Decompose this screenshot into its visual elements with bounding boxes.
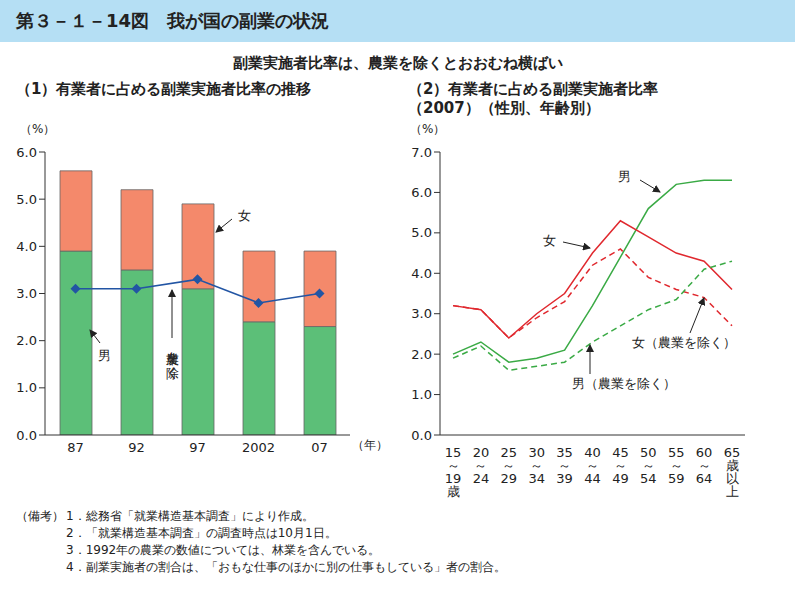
svg-text:4.0: 4.0	[16, 239, 37, 254]
svg-text:0.0: 0.0	[16, 428, 37, 443]
svg-text:87: 87	[67, 440, 84, 455]
svg-text:0.0: 0.0	[411, 428, 432, 443]
html-text:（備考） 1．総務省「就業構造基本調査」により作成。: （備考） 1．総務省「就業構造基本調査」により作成。	[16, 509, 314, 523]
svg-text:15～19歳: 15～19歳	[445, 445, 462, 499]
svg-text:97: 97	[189, 440, 206, 455]
svg-text:5.0: 5.0	[16, 192, 37, 207]
html-text:女: 女	[238, 208, 251, 223]
html-text:（1）有業者に占める副業実施者比率の推移: （1）有業者に占める副業実施者比率の推移	[16, 80, 312, 98]
svg-text:6.0: 6.0	[411, 185, 432, 200]
svg-text:45～49: 45～49	[612, 445, 629, 486]
svg-text:5.0: 5.0	[411, 225, 432, 240]
html-text:男（農業を除く）: 男（農業を除く）	[572, 376, 676, 391]
svg-text:3.0: 3.0	[411, 306, 432, 321]
svg-text:3.0: 3.0	[16, 286, 37, 301]
html-text:（年）: （年）	[352, 438, 388, 452]
html-text:3．1992年の農業の数値については、林業を含んでいる。: 3．1992年の農業の数値については、林業を含んでいる。	[66, 543, 381, 557]
svg-text:50～54: 50～54	[640, 445, 657, 486]
html-text:副業実施者比率は、農業を除くとおおむね横ばい: 副業実施者比率は、農業を除くとおおむね横ばい	[232, 54, 563, 72]
html-text:女（農業を除く）: 女（農業を除く）	[632, 335, 736, 350]
html-text:女: 女	[543, 233, 556, 248]
svg-text:35～39: 35～39	[556, 445, 573, 486]
svg-text:6.0: 6.0	[16, 145, 37, 160]
svg-text:07: 07	[311, 440, 328, 455]
html-text:男: 男	[618, 169, 631, 184]
svg-text:60～64: 60～64	[696, 445, 713, 486]
html-text:第３－１－14図 我が国の副業の状況: 第３－１－14図 我が国の副業の状況	[16, 10, 330, 31]
svg-text:2.0: 2.0	[16, 333, 37, 348]
svg-text:2.0: 2.0	[411, 347, 432, 362]
svg-text:25～29: 25～29	[501, 445, 518, 486]
svg-text:2002: 2002	[242, 440, 275, 455]
html-text:2．「就業構造基本調査」の調査時点は10月1日。: 2．「就業構造基本調査」の調査時点は10月1日。	[66, 526, 337, 540]
html-text:男: 男	[98, 348, 111, 363]
svg-text:30～34: 30～34	[528, 445, 545, 486]
svg-text:7.0: 7.0	[411, 145, 432, 160]
svg-text:1.0: 1.0	[16, 380, 37, 395]
html-text:4．副業実施者の割合は、「おもな仕事のほかに別の仕事もしてい: 4．副業実施者の割合は、「おもな仕事のほかに別の仕事もしている」者の割合。	[66, 560, 506, 574]
svg-text:40～44: 40～44	[584, 445, 601, 486]
svg-text:55～59: 55～59	[668, 445, 685, 486]
html-text:農業を除く: 農業を除く	[165, 342, 180, 372]
html-text:（2）有業者に占める副業実施者比率 （2007）（性別、年齢: （2）有業者に占める副業実施者比率 （2007）（性別、年齢別）	[408, 80, 659, 117]
svg-text:4.0: 4.0	[411, 266, 432, 281]
svg-text:1.0: 1.0	[411, 387, 432, 402]
svg-text:92: 92	[128, 440, 145, 455]
svg-text:20～24: 20～24	[473, 445, 490, 486]
svg-text:65歳以上: 65歳以上	[724, 445, 741, 499]
